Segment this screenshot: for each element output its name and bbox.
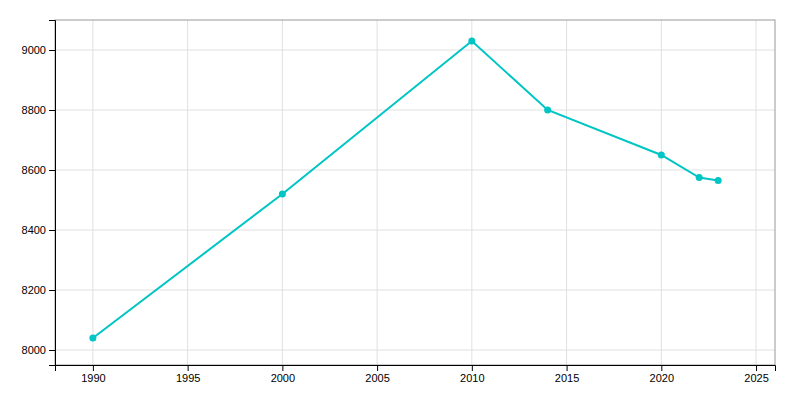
y-axis: 8000 8200 8400 8600 8800 9000 (22, 21, 56, 366)
tick-label: 8400 (22, 224, 46, 236)
tick-label: 1995 (176, 372, 200, 384)
axis-line (56, 366, 776, 372)
tick: 2000 (271, 365, 295, 384)
tick: 9000 (22, 44, 55, 56)
grid-line-y (55, 110, 775, 111)
grid-line-x (471, 20, 472, 365)
tick: 8600 (22, 164, 55, 176)
tick-label: 2025 (744, 372, 768, 384)
tick-label: 8200 (22, 284, 46, 296)
point (696, 174, 703, 181)
grid-line-y (55, 50, 775, 51)
tick-label: 1990 (81, 372, 105, 384)
tick: 1995 (176, 365, 200, 384)
tick-mark (472, 365, 473, 371)
plot-area: 1990 1995 2000 2005 2010 2015 2020 2025 8000 8200… (22, 20, 776, 384)
x-axis: 1990 1995 2000 2005 2010 2015 2020 2025 (56, 365, 776, 384)
tick-mark (661, 365, 662, 371)
tick-mark (49, 230, 55, 231)
point (658, 152, 665, 159)
tick-label: 2020 (650, 372, 674, 384)
tick-label: 9000 (22, 44, 46, 56)
tick-mark (49, 50, 55, 51)
tick: 2010 (460, 365, 484, 384)
line (93, 41, 718, 338)
tick-label: 2015 (555, 372, 579, 384)
marks (89, 38, 721, 342)
grid-line-y (55, 290, 775, 291)
tick-mark (282, 365, 283, 371)
tick-mark (188, 365, 189, 371)
tick-mark (49, 110, 55, 111)
tick: 8000 (22, 344, 55, 356)
tick-mark (49, 170, 55, 171)
grid (55, 20, 775, 365)
tick-label: 8000 (22, 344, 46, 356)
axis-line (49, 21, 56, 366)
tick-label: 8600 (22, 164, 46, 176)
grid-line-y (55, 170, 775, 171)
tick: 1990 (81, 365, 105, 384)
tick: 8400 (22, 224, 55, 236)
tick-mark (377, 365, 378, 371)
grid-line-y (55, 350, 775, 351)
grid-line-y (55, 230, 775, 231)
tick: 8200 (22, 284, 55, 296)
tick-label: 2005 (365, 372, 389, 384)
point (715, 177, 722, 184)
tick: 8800 (22, 104, 55, 116)
tick: 2020 (650, 365, 674, 384)
tick-label: 2000 (271, 372, 295, 384)
tick: 2015 (555, 365, 579, 384)
tick-label: 2010 (460, 372, 484, 384)
grid-line-x (756, 20, 757, 365)
grid-line-x (92, 20, 93, 365)
tick: 2005 (365, 365, 389, 384)
tick-mark (49, 290, 55, 291)
tick-label: 8800 (22, 104, 46, 116)
tick-mark (49, 350, 55, 351)
grid-line-x (377, 20, 378, 365)
tick-mark (93, 365, 94, 371)
plot-frame (55, 20, 775, 365)
point (279, 191, 286, 198)
chart-svg: 1990 1995 2000 2005 2010 2015 2020 2025 8000 8200… (0, 0, 800, 400)
grid-line-x (566, 20, 567, 365)
tick-mark (567, 365, 568, 371)
tick-mark (756, 365, 757, 371)
tick: 2025 (744, 365, 768, 384)
point (468, 38, 475, 45)
grid-line-x (187, 20, 188, 365)
grid-line-x (661, 20, 662, 365)
point (544, 107, 551, 114)
point (89, 335, 96, 342)
